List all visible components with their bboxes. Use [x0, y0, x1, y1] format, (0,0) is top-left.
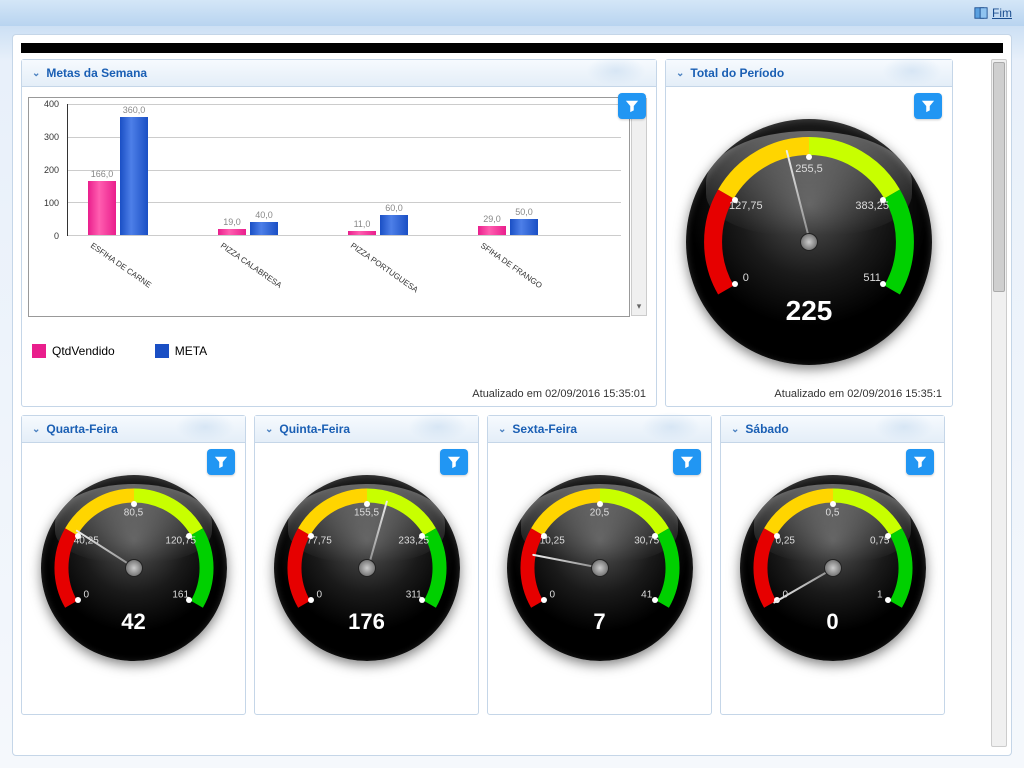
- panel-sabado: ⌄ Sábado 00,250,50,7510: [720, 415, 945, 715]
- titlebar: Fim: [0, 0, 1024, 26]
- updated-text: Atualizado em 02/09/2016 15:35:1: [774, 388, 942, 400]
- exit-icon: [974, 6, 988, 20]
- fim-label: Fim: [992, 6, 1012, 20]
- filter-button[interactable]: [914, 93, 942, 119]
- filter-icon: [214, 455, 228, 469]
- panel-body-total: 0127,75255,5383,25511225 Atualizado em 0…: [666, 87, 952, 406]
- fim-link[interactable]: Fim: [974, 6, 1012, 20]
- chevron-down-icon: ⌄: [265, 424, 273, 435]
- panel-metas: ⌄ Metas da Semana ▴▾ 0100200300400 166,0…: [21, 59, 657, 407]
- gauge-quarta: 040,2580,5120,7516142: [41, 475, 227, 661]
- legend-item-meta: META: [155, 344, 207, 358]
- panel-sexta: ⌄ Sexta-Feira 010,2520,530,75417: [487, 415, 712, 715]
- filter-button[interactable]: [440, 449, 468, 475]
- gauge-total: 0127,75255,5383,25511225: [686, 119, 932, 365]
- dashboard-grid: ⌄ Metas da Semana ▴▾ 0100200300400 166,0…: [21, 59, 1003, 715]
- chevron-down-icon: ⌄: [498, 424, 506, 435]
- chevron-down-icon: ⌄: [731, 424, 739, 435]
- updated-text: Atualizado em 02/09/2016 15:35:01: [472, 388, 646, 400]
- filter-button[interactable]: [906, 449, 934, 475]
- filter-button[interactable]: [618, 93, 646, 119]
- panel-header[interactable]: ⌄ Quarta-Feira: [22, 416, 245, 443]
- filter-button[interactable]: [673, 449, 701, 475]
- gauge-sabado: 00,250,50,7510: [740, 475, 926, 661]
- chevron-down-icon: ⌄: [676, 68, 684, 79]
- main-scrollbar[interactable]: [991, 59, 1007, 747]
- main-frame: ⌄ Metas da Semana ▴▾ 0100200300400 166,0…: [12, 34, 1012, 756]
- filter-icon: [447, 455, 461, 469]
- filter-icon: [625, 99, 639, 113]
- chart-legend: QtdVendido META: [32, 337, 207, 358]
- panel-title: Metas da Semana: [46, 66, 147, 80]
- chart-scrollbar[interactable]: ▴▾: [631, 98, 647, 316]
- panel-title: Quinta-Feira: [279, 422, 350, 436]
- top-black-bar: [21, 43, 1003, 53]
- panel-header-total[interactable]: ⌄ Total do Período: [666, 60, 952, 87]
- panel-quarta: ⌄ Quarta-Feira 040,2580,5120,7516142: [21, 415, 246, 715]
- filter-button[interactable]: [207, 449, 235, 475]
- panel-total: ⌄ Total do Período 0127,75255,5383,25511…: [665, 59, 953, 407]
- legend-item-qtd: QtdVendido: [32, 344, 115, 358]
- panel-header-metas[interactable]: ⌄ Metas da Semana: [22, 60, 656, 87]
- filter-icon: [680, 455, 694, 469]
- panel-header[interactable]: ⌄ Quinta-Feira: [255, 416, 478, 443]
- panel-title: Sábado: [745, 422, 788, 436]
- panel-body-metas: ▴▾ 0100200300400 166,0360,0ESFIHA DE CAR…: [22, 87, 656, 406]
- panel-header[interactable]: ⌄ Sexta-Feira: [488, 416, 711, 443]
- filter-icon: [913, 455, 927, 469]
- chevron-down-icon: ⌄: [32, 424, 40, 435]
- chevron-down-icon: ⌄: [32, 68, 40, 79]
- panel-title: Total do Período: [690, 66, 784, 80]
- bar-chart: ▴▾ 0100200300400 166,0360,0ESFIHA DE CAR…: [28, 97, 630, 317]
- panel-header[interactable]: ⌄ Sábado: [721, 416, 944, 443]
- panel-title: Quarta-Feira: [46, 422, 117, 436]
- filter-icon: [921, 99, 935, 113]
- gauge-quinta: 077,75155,5233,25311176: [274, 475, 460, 661]
- gauge-sexta: 010,2520,530,75417: [507, 475, 693, 661]
- panel-title: Sexta-Feira: [512, 422, 577, 436]
- panel-quinta: ⌄ Quinta-Feira 077,75155,5233,25311176: [254, 415, 479, 715]
